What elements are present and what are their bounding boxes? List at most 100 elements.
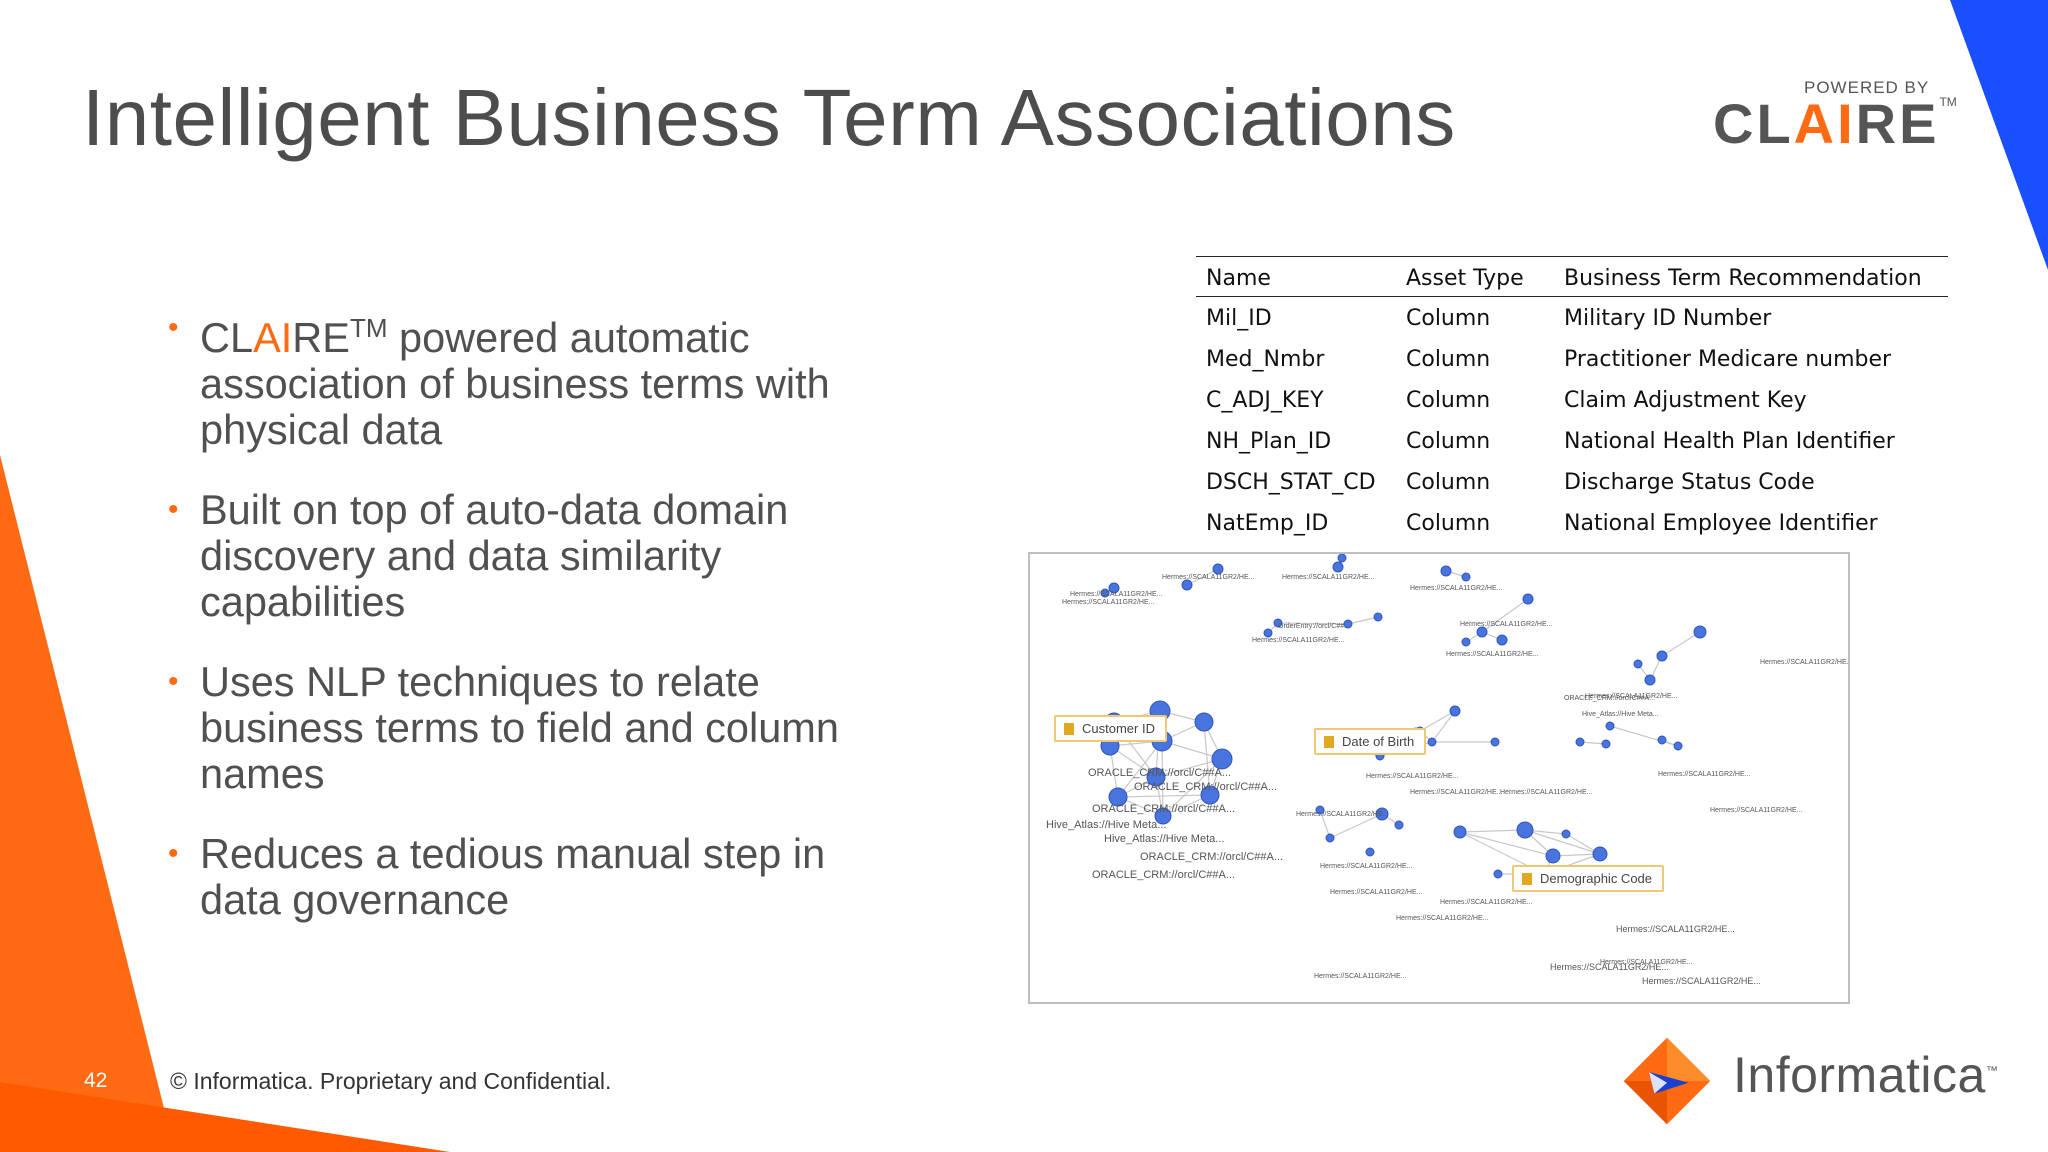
informatica-trademark: ™ <box>1985 1063 1999 1078</box>
graph-canvas: Hermes://SCALA11GR2/HE... Hermes://SCALA1… <box>1046 554 1848 986</box>
graph-node <box>1365 847 1375 857</box>
callout-demographic-code: Demographic Code <box>1512 865 1665 892</box>
graph-node-label: Hermes://SCALA11GR2/HE... <box>1585 693 1678 700</box>
graph-node <box>1522 593 1534 605</box>
graph-node <box>1461 637 1471 647</box>
term-recommendation-table: Name Asset Type Business Term Recommenda… <box>1196 256 1948 543</box>
bullet-item: • Reduces a tedious manual step in data … <box>168 830 868 923</box>
graph-node-label: ORACLE_CRM://orcl/C##A... <box>1092 803 1235 815</box>
bullet-list: • CLAIRETM powered automatic association… <box>168 305 868 957</box>
graph-edge <box>1329 813 1383 839</box>
claire-logo-tm: TM <box>1939 95 1957 109</box>
graph-node <box>1337 554 1347 563</box>
graph-edge <box>1481 598 1529 633</box>
graph-node <box>1545 848 1561 864</box>
graph-edge <box>1431 710 1456 743</box>
graph-node <box>1263 628 1273 638</box>
bullet-dot-icon: • <box>168 311 179 344</box>
graph-node <box>1315 805 1325 815</box>
graph-node-label: Hermes://SCALA11GR2/HE... <box>1760 659 1848 666</box>
page-number: 42 <box>84 1069 108 1092</box>
graph-node-label: Hive_Atlas://Hive Meta... <box>1104 833 1224 845</box>
callout-label: Date of Birth <box>1342 734 1415 749</box>
cell-asset-type: Column <box>1406 428 1491 454</box>
graph-node <box>1633 659 1643 669</box>
graph-node <box>1343 619 1353 629</box>
bullet-dot-icon: • <box>168 664 179 698</box>
graph-node-label: Hermes://SCALA11GR2/HE... <box>1396 915 1489 922</box>
cell-name: NH_Plan_ID <box>1206 428 1332 454</box>
graph-node <box>1100 588 1110 598</box>
graph-node <box>1211 748 1233 770</box>
callout-customer-id: Customer ID <box>1054 715 1167 742</box>
column-header-asset-type: Asset Type <box>1396 256 1554 297</box>
graph-node <box>1427 737 1437 747</box>
graph-edge <box>1419 710 1456 732</box>
graph-edge <box>1277 622 1349 625</box>
graph-node <box>1657 735 1667 745</box>
cell-name: Med_Nmbr <box>1206 346 1325 372</box>
bullet-text: Built on top of auto-data domain discove… <box>200 485 789 625</box>
graph-node-label: ORACLE_CRM://orcl/C##A... <box>1140 851 1283 863</box>
informatica-wordmark-text: Informatica <box>1733 1047 1986 1103</box>
bullet-dot-icon: • <box>168 492 179 526</box>
graph-node <box>1453 825 1467 839</box>
graph-node <box>1476 626 1488 638</box>
graph-node-label: Hermes://SCALA11GR2/HE... <box>1500 789 1593 796</box>
table-row: Mil_ID Column Military ID Number <box>1196 297 1948 339</box>
graph-node-label: ORACLE_CRM://orcl/C##A... <box>1088 767 1231 779</box>
graph-node <box>1154 807 1172 825</box>
table-row: NH_Plan_ID Column National Health Plan Ide… <box>1196 420 1948 461</box>
orange-bottom-shape <box>0 1082 450 1152</box>
graph-node <box>1493 869 1503 879</box>
cell-name: Mil_ID <box>1206 305 1272 331</box>
callout-date-of-birth: Date of Birth <box>1314 728 1427 755</box>
graph-edge <box>1524 829 1601 855</box>
cell-recommendation: Discharge Status Code <box>1564 469 1815 495</box>
graph-node <box>1194 712 1214 732</box>
graph-node <box>1373 612 1383 622</box>
graph-node <box>1212 563 1224 575</box>
graph-node <box>1146 767 1166 787</box>
column-header-name: Name <box>1196 256 1396 297</box>
claire-logo-cl: CL <box>1713 92 1794 155</box>
cell-recommendation: National Employee Identifier <box>1564 510 1878 536</box>
graph-node-label: Hermes://SCALA11GR2/HE... <box>1410 585 1503 592</box>
cell-recommendation: Military ID Number <box>1564 305 1772 331</box>
graph-node <box>1375 807 1389 821</box>
graph-node-label: Hermes://SCALA11GR2/HE... <box>1070 591 1163 598</box>
graph-node-label: ORACLE_CRM://orcl/C##A... <box>1092 869 1235 881</box>
graph-node <box>1561 829 1571 839</box>
graph-node-label: Hermes://SCALA11GR2/HE... <box>1162 574 1255 581</box>
bookmark-icon <box>1324 736 1334 748</box>
graph-node-label: Hermes://SCALA11GR2/HE... <box>1330 889 1423 896</box>
graph-edge <box>1459 829 1526 833</box>
claire-logo-re: RE <box>1855 92 1940 155</box>
graph-node <box>1516 821 1534 839</box>
graph-edge <box>1117 740 1163 798</box>
claire-logo-ai: AI <box>1793 92 1856 155</box>
graph-edge <box>1155 758 1223 778</box>
graph-edge <box>1162 758 1223 817</box>
graph-node <box>1575 737 1585 747</box>
claire-word-cl: CL <box>200 313 254 361</box>
bullet-item: • Built on top of auto-data domain disco… <box>168 485 868 625</box>
cell-name: DSCH_STAT_CD <box>1206 469 1376 495</box>
cell-name: C_ADJ_KEY <box>1206 387 1324 413</box>
graph-node-label: Hermes://SCALA11GR2/HE... <box>1550 962 1669 972</box>
cell-name: NatEmp_ID <box>1206 510 1329 536</box>
graph-node-label: ORACLE_CRM://orcl/C##A... <box>1564 695 1655 702</box>
table-row: DSCH_STAT_CD Column Discharge Status Code <box>1196 461 1948 502</box>
bookmark-icon <box>1522 873 1532 885</box>
table-row: Med_Nmbr Column Practitioner Medicare numb… <box>1196 338 1948 379</box>
bullet-text: powered automatic association of busines… <box>200 313 830 453</box>
bullet-dot-icon: • <box>168 836 179 870</box>
graph-node-label: Hermes://SCALA11GR2/HE... <box>1062 599 1155 606</box>
cell-asset-type: Column <box>1406 305 1491 331</box>
claire-word: CLAIRETM <box>200 313 387 361</box>
graph-node-label: Hermes://SCALA11GR2/HE... <box>1320 863 1413 870</box>
graph-node-label: Hermes://SCALA11GR2/HE... <box>1460 621 1553 628</box>
graph-node-label: Hermes://SCALA11GR2/HE... <box>1296 811 1389 818</box>
cell-recommendation: Claim Adjustment Key <box>1564 387 1807 413</box>
informatica-logo-icon <box>1623 1037 1711 1125</box>
